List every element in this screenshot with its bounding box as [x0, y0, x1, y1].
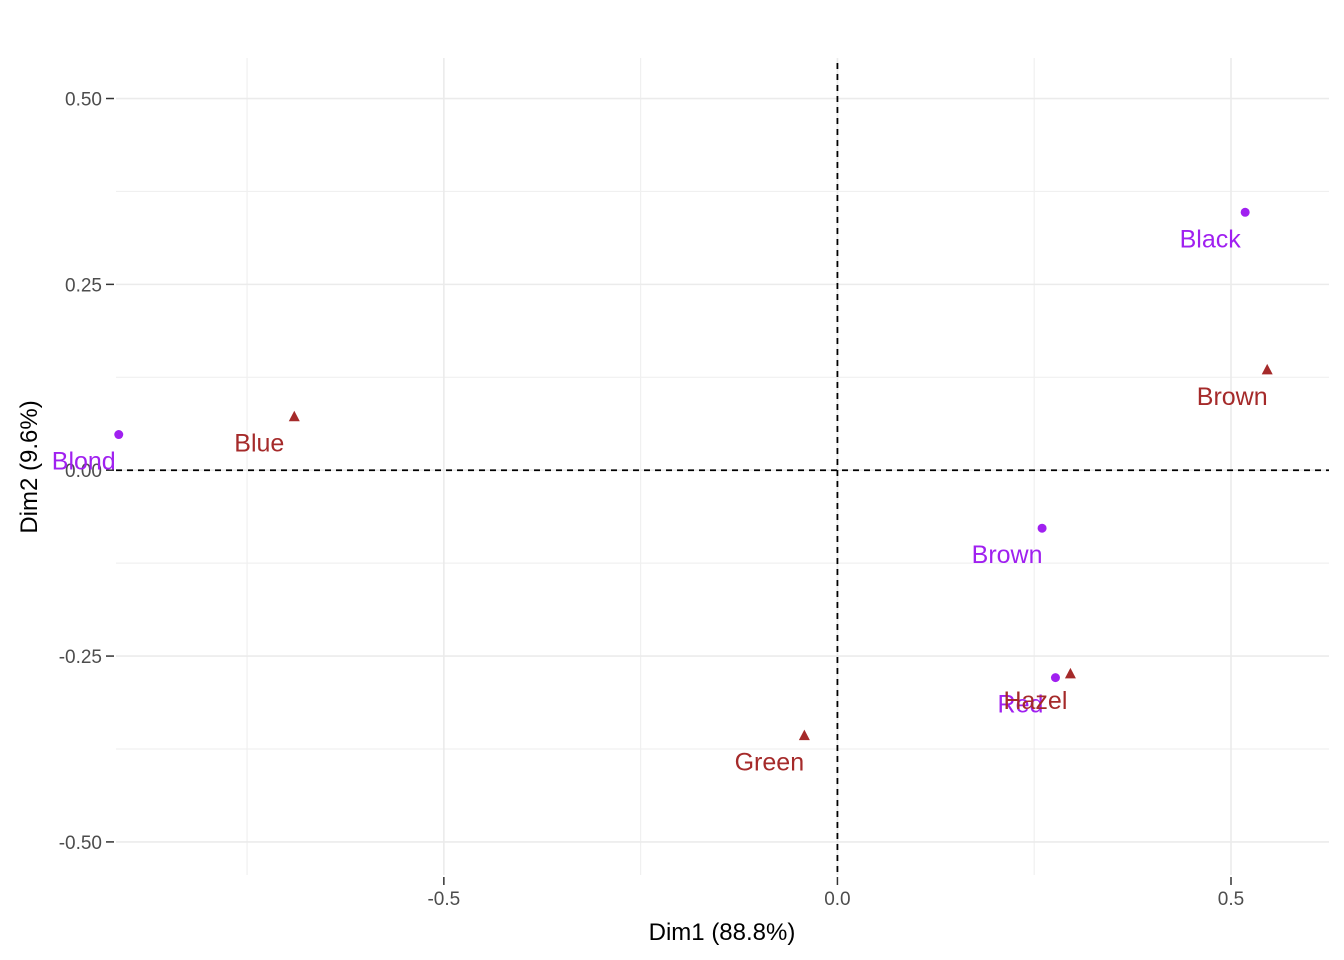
y-tick-label: 0.25 — [65, 275, 102, 296]
data-labels: Black Blond Brown Red Brown Blue Hazel Green — [52, 225, 1268, 776]
y-tick-label: -0.50 — [59, 833, 102, 854]
point-triangle-green — [798, 729, 810, 741]
point-label-blond: Blond — [52, 448, 116, 476]
y-axis-title: Dim2 (9.6%) — [16, 400, 43, 533]
point-triangle-hazel — [1064, 667, 1076, 679]
y-tick-label: -0.25 — [59, 647, 102, 668]
x-axis-title: Dim1 (88.8%) — [649, 919, 796, 946]
point-label-red: Red — [998, 691, 1044, 719]
x-tick-label: -0.5 — [427, 889, 460, 910]
x-tick-label: 0.5 — [1218, 889, 1244, 910]
point-label-black: Black — [1180, 225, 1242, 253]
point-circle-brown — [1037, 523, 1047, 533]
point-label-brown: Brown — [1197, 383, 1268, 411]
point-label-blue: Blue — [234, 430, 284, 458]
point-circle-red — [1050, 673, 1060, 683]
point-label-green: Green — [735, 749, 804, 777]
reference-lines — [116, 63, 1329, 875]
grid-lines — [116, 58, 1329, 875]
point-triangle-brown — [1261, 363, 1273, 375]
y-tick-label: 0.50 — [65, 90, 102, 111]
point-label-hazel: Hazel — [1003, 687, 1067, 715]
point-circle-blond — [114, 430, 124, 440]
y-tick-label: 0.00 — [65, 461, 102, 482]
point-label-brown: Brown — [972, 541, 1043, 569]
axes: 0.50 0.25 0.00 -0.25 -0.50 -0.5 0.0 0.5 — [59, 90, 1245, 910]
x-tick-label: 0.0 — [824, 889, 850, 910]
point-circle-black — [1240, 207, 1250, 217]
data-points — [114, 207, 1273, 741]
point-triangle-blue — [288, 410, 300, 422]
